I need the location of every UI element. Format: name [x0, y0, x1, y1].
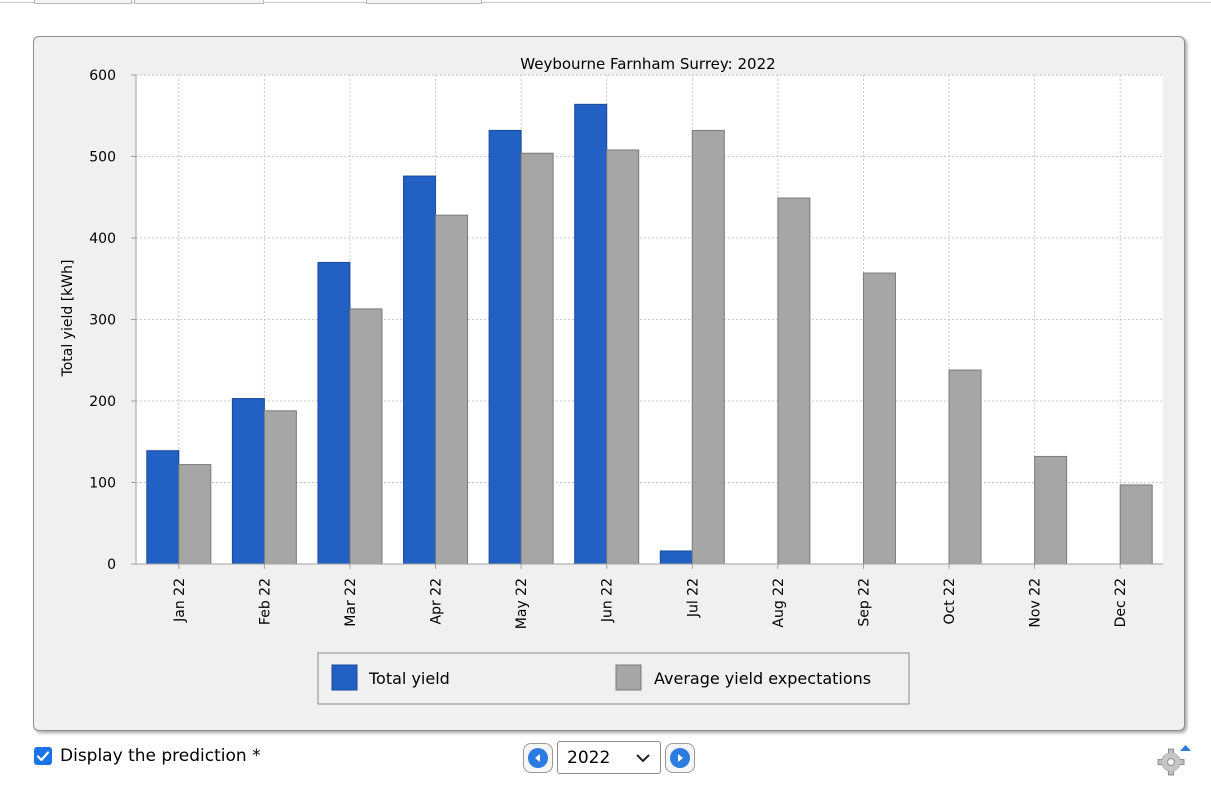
bars-group: [146, 103, 1153, 565]
bar-average-yield: [349, 308, 383, 565]
x-tick-label: Dec 22: [1113, 578, 1129, 627]
y-tick-label: 400: [89, 231, 116, 247]
legend-label-average-yield: Average yield expectations: [654, 669, 871, 688]
tab-3[interactable]: [366, 0, 482, 4]
y-axis-label: Total yield [kWh]: [60, 260, 76, 378]
y-tick-label: 200: [89, 394, 116, 410]
bar-total-yield: [574, 103, 608, 565]
bar-average-yield: [435, 214, 469, 565]
bar-average-yield: [178, 464, 212, 565]
legend-swatch-average-yield: [615, 664, 642, 691]
bar-average-yield: [1034, 455, 1068, 565]
legend-swatch-total-yield: [331, 664, 358, 691]
y-tick-label: 300: [89, 313, 116, 329]
previous-year-button[interactable]: [523, 742, 553, 773]
bar-average-yield: [520, 152, 554, 565]
tab-strip: [0, 0, 1211, 4]
prediction-control: Display the prediction *: [34, 746, 261, 766]
prediction-checkbox[interactable]: [34, 747, 52, 765]
legend: Total yield Average yield expectations: [317, 652, 910, 705]
bar-average-yield: [777, 197, 811, 565]
caret-right-icon: [670, 747, 690, 768]
x-tick-label: Nov 22: [1028, 578, 1044, 628]
bar-total-yield: [488, 129, 522, 565]
legend-box: [317, 652, 910, 705]
year-value: 2022: [567, 747, 611, 768]
legend-label-total-yield: Total yield: [368, 669, 450, 688]
checkmark-icon: [36, 751, 50, 762]
bar-total-yield: [659, 550, 693, 565]
year-select[interactable]: 2022: [557, 741, 661, 774]
bar-average-yield: [862, 272, 896, 565]
y-tick-label: 500: [89, 150, 116, 166]
year-navigation: 2022: [519, 741, 699, 774]
x-tick-label: May 22: [514, 578, 530, 629]
y-tick-label: 0: [107, 557, 116, 573]
prediction-label[interactable]: Display the prediction *: [60, 746, 261, 766]
x-tick-label: Jun 22: [600, 578, 616, 623]
y-tick-label: 100: [89, 476, 116, 492]
x-tick-label: Jan 22: [172, 578, 188, 623]
x-tick-labels: Jan 22 Feb 22 Mar 22 Apr 22 May 22 Jun 22 Jul …: [172, 564, 1129, 629]
next-year-button[interactable]: [665, 742, 695, 773]
bar-total-yield: [231, 398, 265, 565]
bar-average-yield: [948, 369, 982, 565]
x-tick-label: Oct 22: [942, 578, 958, 624]
x-tick-label: Feb 22: [257, 578, 273, 625]
tab-1[interactable]: [34, 0, 132, 4]
y-tick-labels: 0 100 200 300 400 500 600: [89, 68, 136, 573]
bar-average-yield: [606, 149, 640, 565]
bar-total-yield: [146, 450, 180, 565]
bar-total-yield: [317, 261, 351, 565]
x-tick-label: Apr 22: [429, 578, 445, 624]
tab-strip-border: [0, 2, 1211, 3]
y-tick-label: 600: [89, 68, 116, 84]
tab-2[interactable]: [134, 0, 264, 4]
x-tick-label: Jul 22: [685, 578, 701, 618]
caret-left-icon: [528, 747, 548, 768]
bar-average-yield: [691, 129, 725, 565]
bar-total-yield: [403, 175, 437, 565]
chart-title: Weybourne Farnham Surrey: 2022: [520, 55, 775, 73]
x-tick-label: Mar 22: [343, 578, 359, 627]
bar-average-yield: [1119, 484, 1153, 565]
chevron-down-icon: [636, 753, 650, 762]
x-tick-label: Sep 22: [856, 578, 872, 627]
gear-icon[interactable]: [1156, 741, 1192, 777]
bar-average-yield: [263, 410, 297, 565]
x-tick-label: Aug 22: [771, 578, 787, 628]
